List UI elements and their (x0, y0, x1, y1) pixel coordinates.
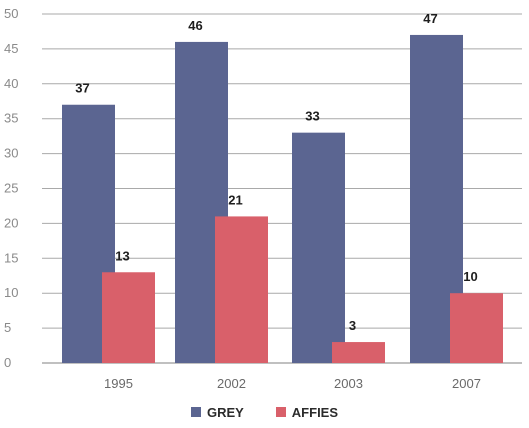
y-tick-label: 40 (4, 76, 18, 91)
bar-affies-1995 (102, 272, 155, 363)
legend-label-affies: AFFIES (291, 404, 339, 420)
legend-swatch-grey (190, 407, 201, 417)
data-label-grey-2003: 33 (305, 109, 319, 124)
x-axis-ticks: 1995 2002 2003 2007 (104, 376, 481, 391)
legend-swatch-affies (275, 407, 286, 417)
legend-label-grey: GREY (206, 404, 244, 420)
data-label-affies-1995: 13 (115, 248, 129, 263)
x-tick-label-2007: 2007 (452, 376, 481, 391)
bar-affies-2007 (450, 293, 503, 363)
data-label-affies-2003: 3 (349, 318, 356, 333)
y-tick-label: 30 (4, 146, 18, 161)
y-tick-label: 10 (4, 285, 18, 300)
x-tick-label-2003: 2003 (334, 376, 363, 391)
y-tick-label: 25 (4, 181, 18, 196)
legend-item-affies: AFFIES (275, 404, 339, 420)
y-tick-label: 50 (4, 6, 18, 21)
y-axis-ticks: 0 5 10 15 20 25 30 35 40 45 50 (4, 6, 18, 370)
x-tick-label-2002: 2002 (217, 376, 246, 391)
data-label-affies-2002: 21 (228, 192, 242, 207)
y-tick-label: 0 (4, 355, 11, 370)
data-label-grey-2002: 46 (188, 18, 202, 33)
data-label-affies-2007: 10 (463, 269, 477, 284)
y-tick-label: 15 (4, 250, 18, 265)
bar-affies-2003 (332, 342, 385, 363)
y-tick-label: 20 (4, 215, 18, 230)
y-tick-label: 45 (4, 41, 18, 56)
bar-affies-2002 (215, 216, 268, 363)
data-label-grey-2007: 47 (423, 11, 437, 26)
bar-grey-2003 (292, 132, 345, 363)
data-label-grey-1995: 37 (75, 81, 89, 96)
y-tick-label: 5 (4, 320, 11, 335)
legend: GREY AFFIES (0, 402, 529, 422)
legend-item-grey: GREY (190, 404, 244, 420)
y-tick-label: 35 (4, 111, 18, 126)
x-tick-label-1995: 1995 (104, 376, 133, 391)
bars (62, 34, 503, 364)
